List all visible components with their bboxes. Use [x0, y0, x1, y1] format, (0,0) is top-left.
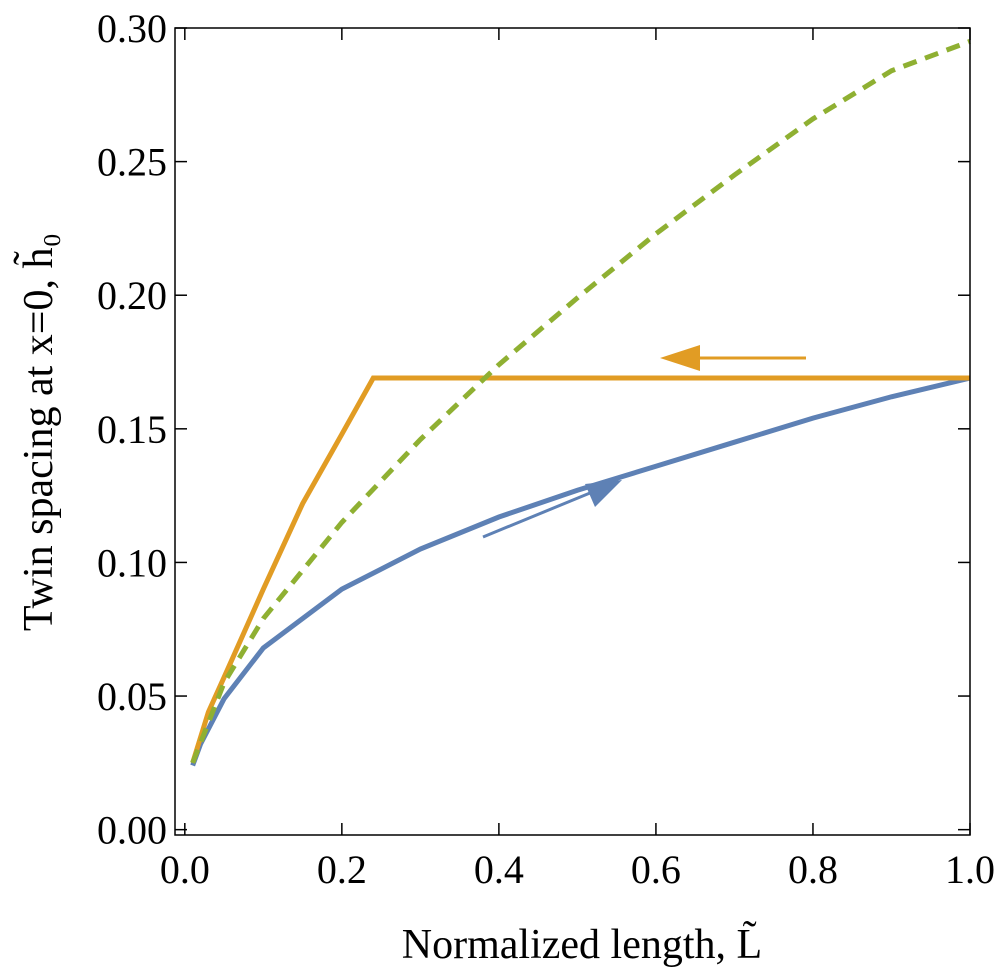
x-tick-label: 1.0: [945, 847, 995, 892]
series-line: [190, 375, 971, 767]
x-tick-label: 0.6: [631, 847, 681, 892]
x-axis-label: Normalized length, L̃: [402, 921, 762, 968]
series-line: [190, 375, 970, 764]
y-tick-label: 0.30: [97, 6, 167, 51]
y-tick-label: 0.15: [97, 407, 167, 452]
x-tick-label: 0.4: [474, 847, 524, 892]
y-axis-label: Twin spacing at x=0, h̃₀: [13, 233, 62, 631]
x-tick-label: 0.2: [317, 847, 367, 892]
x-tick-label: 0.0: [160, 847, 210, 892]
arrow-blue: [482, 491, 591, 539]
y-tick-label: 0.20: [97, 273, 167, 318]
y-tick-label: 0.25: [97, 140, 167, 185]
plot-frame: [174, 27, 971, 836]
x-tick-label: 0.8: [788, 847, 838, 892]
y-tick-label: 0.00: [97, 808, 167, 853]
series-line: [190, 39, 971, 764]
y-tick-label: 0.10: [97, 540, 167, 585]
y-tick-label: 0.05: [97, 674, 167, 719]
arrowhead-orange: [660, 345, 700, 371]
